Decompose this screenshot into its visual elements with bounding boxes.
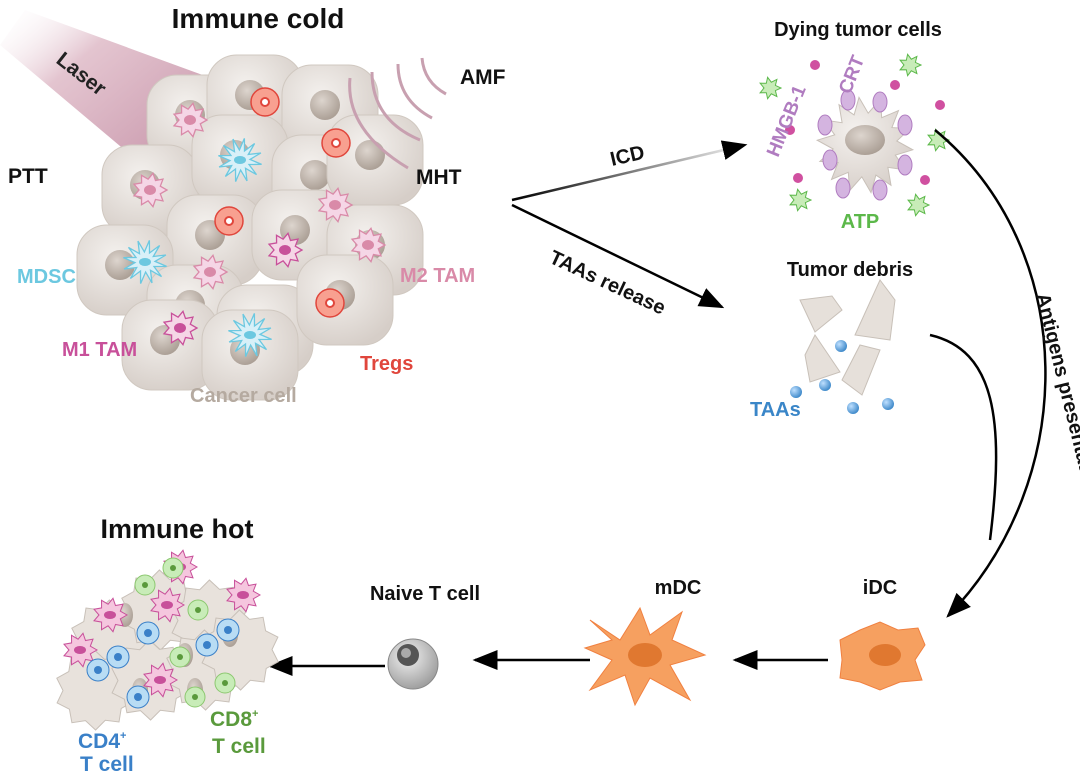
tam-nucleus [329, 200, 341, 210]
treg-nucleus [224, 216, 234, 226]
atp-star [927, 128, 951, 152]
cd8-nucleus [222, 680, 228, 686]
idc-label: iDC [863, 577, 897, 599]
atp-star [789, 188, 813, 212]
cd8-tcell-label: T cell [212, 735, 266, 758]
mdc-cell [583, 606, 707, 707]
hmgb1-dot [810, 60, 820, 70]
tam-nucleus [184, 115, 196, 125]
cd8-label: CD8+ [210, 708, 258, 731]
hmgb1-dot [785, 125, 795, 135]
crt-blob [817, 114, 833, 136]
amf-label: AMF [460, 66, 506, 89]
immune-hot-title: Immune hot [101, 514, 254, 544]
cd4-nucleus [94, 666, 102, 674]
atp-star [899, 53, 923, 77]
antigens-presentation-arrow [934, 129, 1047, 618]
tregs-label: Tregs [360, 353, 413, 375]
cd4-nucleus [203, 641, 211, 649]
crt-blob [872, 91, 888, 113]
taas-label: TAAs [750, 399, 801, 421]
cd8-nucleus [192, 694, 198, 700]
cd4-nucleus [224, 626, 232, 634]
mdc-label: mDC [655, 577, 702, 599]
cd8-nucleus [170, 565, 176, 571]
atp-label: ATP [841, 211, 880, 233]
tam-nucleus [279, 245, 291, 255]
cancer-cell-nucleus [300, 160, 330, 190]
m1-tam-label: M1 TAM [62, 339, 137, 361]
dying-cell-nucleus [845, 125, 885, 155]
crt-label: CRT [835, 52, 869, 96]
cd4-nucleus [114, 653, 122, 661]
ptt-label: PTT [8, 165, 48, 188]
m2-tam-label: M2 TAM [400, 265, 475, 287]
cd8-nucleus [177, 654, 183, 660]
taas-dots [790, 340, 894, 414]
immune-cold-tumor [76, 54, 424, 401]
amf-waves-icon [348, 57, 447, 170]
cd4-label: CD4+ [78, 730, 126, 753]
cd4-nucleus [134, 693, 142, 701]
mdsc-nucleus [244, 331, 256, 339]
crt-blob [872, 179, 888, 201]
macrophage-nucleus [74, 646, 86, 654]
hmgb1-dot [920, 175, 930, 185]
crt-blob [835, 177, 851, 199]
cd4-nucleus [144, 629, 152, 637]
treg-nucleus [331, 138, 341, 148]
naive-t-cell [387, 638, 439, 690]
debris-to-dc-curve [929, 333, 998, 541]
immune-hot-tumor [56, 549, 279, 731]
treg-nucleus [260, 97, 270, 107]
icd-label: ICD [608, 142, 647, 171]
mdsc-nucleus [139, 258, 151, 266]
tam-nucleus [144, 185, 156, 195]
tumor-debris-title: Tumor debris [787, 259, 913, 281]
hmgb1-dot [935, 100, 945, 110]
macrophage-nucleus [104, 611, 116, 619]
taas-release-arrow [511, 203, 725, 309]
tam-nucleus [362, 240, 374, 250]
crt-blob [897, 154, 913, 176]
taas-release-label: TAAs release [546, 247, 669, 320]
hmgb1-dot [890, 80, 900, 90]
dying-tumor-cell [759, 53, 951, 217]
treg-nucleus [325, 298, 335, 308]
cancer-cell-nucleus [355, 140, 385, 170]
dying-tumor-cells-title: Dying tumor cells [774, 19, 942, 41]
tam-nucleus [174, 323, 186, 333]
tam-nucleus [204, 267, 216, 277]
atp-star [907, 193, 931, 217]
mdsc-nucleus [234, 156, 246, 164]
icd-arrow [511, 140, 748, 202]
crt-blob [897, 114, 913, 136]
crt-blob [822, 149, 838, 171]
mdsc-label: MDSC [17, 266, 76, 288]
cancer-cell-label: Cancer cell [190, 385, 297, 407]
mht-label: MHT [416, 166, 462, 189]
macrophage-nucleus [154, 676, 166, 684]
idc-cell [839, 621, 926, 691]
crt-blob [840, 89, 856, 111]
cd8-nucleus [142, 582, 148, 588]
macrophage-nucleus [237, 591, 249, 599]
cancer-cell-nucleus [310, 90, 340, 120]
tumor-debris [799, 279, 896, 396]
macrophage-nucleus [161, 601, 173, 609]
atp-star [759, 76, 783, 100]
antigens-presentation-label: Antigens presentation [1031, 291, 1080, 501]
immune-cold-title: Immune cold [172, 3, 345, 34]
hmgb1-dot [793, 173, 803, 183]
naive-t-cell-label: Naive T cell [370, 583, 480, 605]
cd4-tcell-label: T cell [80, 753, 134, 771]
cd8-nucleus [195, 607, 201, 613]
